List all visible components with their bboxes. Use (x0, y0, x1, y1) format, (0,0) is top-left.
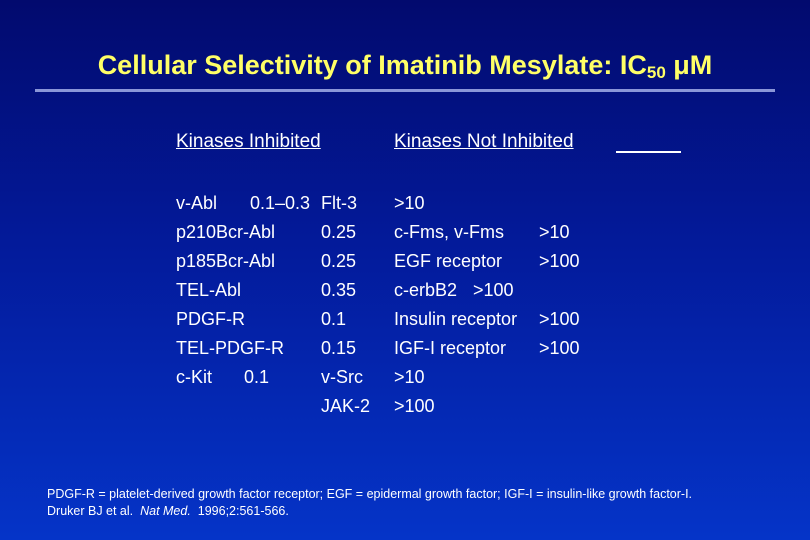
inhibited-name-4: TEL-Abl (176, 280, 242, 300)
title-subscript: 50 (646, 63, 666, 82)
not-inhibited-name-5: Insulin receptor (394, 309, 518, 329)
footnote-citation: Druker BJ et al. Nat Med. 1996;2:561-566… (47, 504, 289, 518)
not-inhibited-value-7: >10 (394, 367, 425, 387)
not-inhibited-name-1: Flt-3 (321, 193, 357, 213)
citation-details: 1996;2:561-566. (197, 504, 289, 518)
header-kinases-inhibited: Kinases Inhibited (176, 131, 321, 152)
inhibited-value-1: 0.1–0.3 (250, 193, 311, 213)
inhibited-value-7: 0.1 (244, 367, 270, 387)
not-inhibited-value-6: >100 (539, 338, 580, 358)
inhibited-value-2: 0.25 (321, 222, 357, 242)
not-inhibited-name-4: c-erbB2 (394, 280, 458, 300)
slide-title: Cellular Selectivity of Imatinib Mesylat… (0, 50, 810, 83)
not-inhibited-value-8: >100 (394, 396, 435, 416)
inhibited-value-3: 0.25 (321, 251, 357, 271)
not-inhibited-name-7: v-Src (321, 367, 363, 387)
inhibited-value-4: 0.35 (321, 280, 357, 300)
inhibited-value-5: 0.1 (321, 309, 347, 329)
not-inhibited-value-5: >100 (539, 309, 580, 329)
header-kinases-not-inhibited: Kinases Not Inhibited (394, 131, 574, 152)
header-underline-extension (616, 151, 681, 153)
not-inhibited-name-6: IGF-I receptor (394, 338, 507, 358)
title-main: Cellular Selectivity of Imatinib Mesylat… (97, 50, 647, 80)
not-inhibited-value-4: >100 (473, 280, 514, 300)
inhibited-name-1: v-Abl (176, 193, 218, 213)
inhibited-name-2: p210Bcr-Abl (176, 222, 276, 242)
not-inhibited-value-2: >10 (539, 222, 570, 242)
inhibited-value-6: 0.15 (321, 338, 357, 358)
not-inhibited-name-3: EGF receptor (394, 251, 503, 271)
not-inhibited-value-1: >10 (394, 193, 425, 213)
inhibited-name-5: PDGF-R (176, 309, 245, 329)
citation-authors: Druker BJ et al. (47, 504, 134, 518)
not-inhibited-name-2: c-Fms, v-Fms (394, 222, 504, 242)
citation-journal: Nat Med. (140, 504, 191, 518)
footnote-abbreviations: PDGF-R = platelet-derived growth factor … (47, 487, 693, 501)
not-inhibited-name-8: JAK-2 (321, 396, 371, 416)
inhibited-name-6: TEL-PDGF-R (176, 338, 284, 358)
title-unit: μM (665, 50, 713, 80)
not-inhibited-value-3: >100 (539, 251, 580, 271)
title-divider (35, 89, 775, 92)
inhibited-name-3: p185Bcr-Abl (176, 251, 276, 271)
inhibited-name-7: c-Kit (176, 367, 212, 387)
